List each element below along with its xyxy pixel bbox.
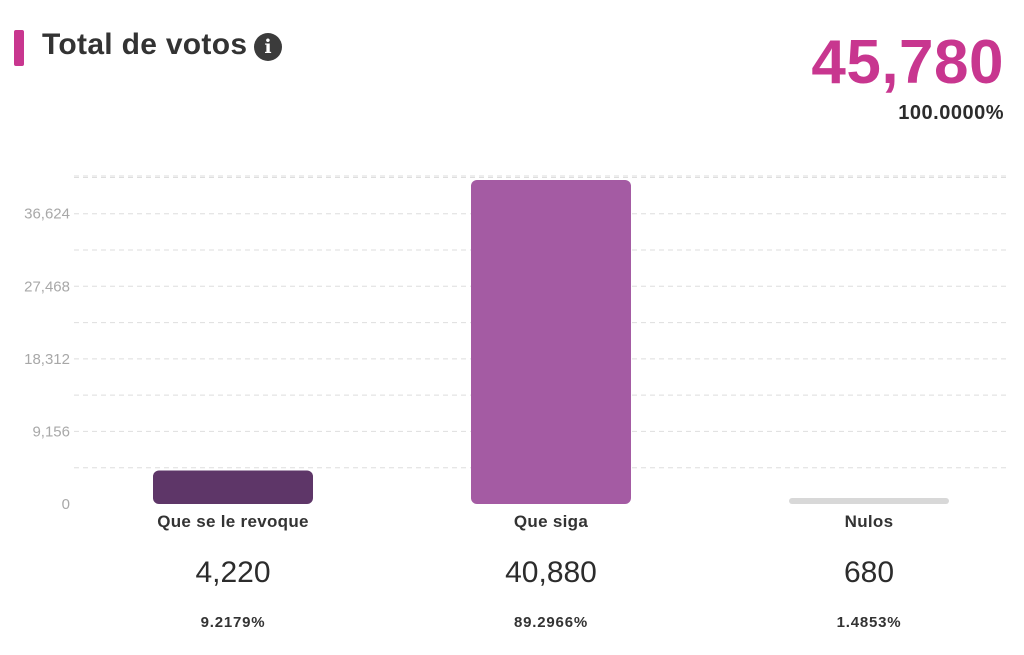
- category-percent: 1.4853%: [836, 614, 902, 631]
- chart-bars: [153, 180, 949, 504]
- y-tick-label: 36,624: [24, 206, 70, 223]
- total-votes-value: 45,780: [811, 28, 1004, 97]
- page-title: Total de votos: [42, 28, 248, 61]
- y-tick-label: 18,312: [24, 351, 70, 368]
- y-axis-ticks: 0 9,156 18,312 27,468 36,624: [24, 206, 70, 513]
- category-label: Que se le revoque: [157, 512, 309, 531]
- y-tick-label: 0: [62, 496, 70, 513]
- chart-grid: [74, 175, 1008, 469]
- category-block: Nulos 680 1.4853%: [759, 512, 979, 631]
- bar[interactable]: [153, 470, 313, 504]
- category-block: Que se le revoque 4,220 9.2179%: [123, 512, 343, 631]
- category-block: Que siga 40,880 89.2966%: [441, 512, 661, 631]
- category-percent: 9.2179%: [200, 614, 266, 631]
- bar[interactable]: [471, 180, 631, 504]
- category-value: 4,220: [195, 556, 271, 589]
- category-value: 680: [843, 556, 895, 589]
- total-votes-percent: 100.0000%: [898, 102, 1004, 124]
- category-percent: 89.2966%: [514, 614, 588, 631]
- category-label: Que siga: [513, 512, 589, 531]
- category-value: 40,880: [505, 556, 597, 589]
- category-label: Nulos: [844, 512, 894, 531]
- y-tick-label: 27,468: [24, 278, 70, 295]
- header-accent-bar: [14, 30, 24, 66]
- y-tick-label: 9,156: [32, 423, 70, 440]
- info-icon[interactable]: i: [254, 33, 282, 61]
- bar[interactable]: [789, 498, 949, 504]
